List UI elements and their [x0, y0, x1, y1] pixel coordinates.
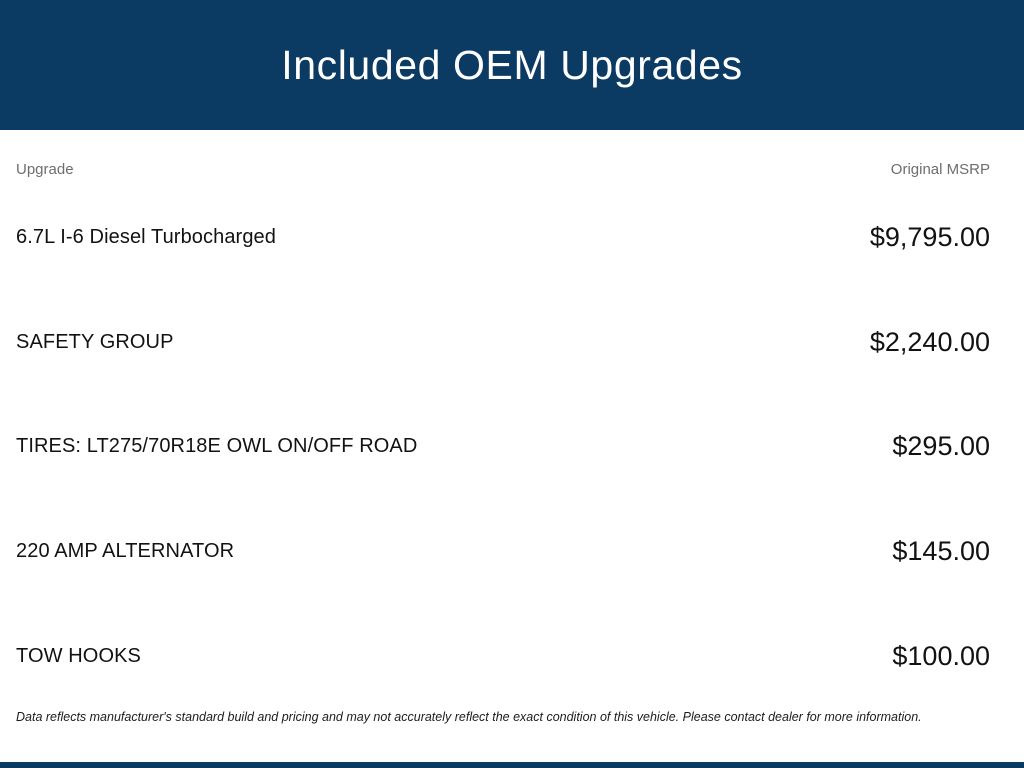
- column-header-msrp: Original MSRP: [890, 161, 990, 178]
- table-body: 6.7L I-6 Diesel Turbocharged $9,795.00 S…: [16, 185, 990, 709]
- upgrade-msrp: $2,240.00: [869, 326, 990, 357]
- disclaimer-text: Data reflects manufacturer's standard bu…: [16, 709, 922, 724]
- table-row: 6.7L I-6 Diesel Turbocharged $9,795.00: [16, 185, 990, 290]
- page-title: Included OEM Upgrades: [281, 41, 743, 88]
- upgrade-msrp: $295.00: [892, 431, 990, 462]
- panel-header: Included OEM Upgrades: [0, 0, 1024, 130]
- upgrade-name: 220 AMP ALTERNATOR: [16, 540, 235, 563]
- upgrade-name: 6.7L I-6 Diesel Turbocharged: [16, 225, 276, 248]
- table-row: TIRES: LT275/70R18E OWL ON/OFF ROAD $295…: [16, 395, 990, 500]
- table-row: TOW HOOKS $100.00: [16, 604, 990, 709]
- upgrade-msrp: $100.00: [892, 641, 990, 672]
- upgrade-msrp: $9,795.00: [869, 221, 990, 252]
- table-header-row: Upgrade Original MSRP: [16, 161, 990, 178]
- table-row: SAFETY GROUP $2,240.00: [16, 290, 990, 395]
- upgrade-name: TIRES: LT275/70R18E OWL ON/OFF ROAD: [16, 435, 418, 458]
- upgrades-table: Upgrade Original MSRP 6.7L I-6 Diesel Tu…: [0, 161, 1024, 725]
- upgrade-name: TOW HOOKS: [16, 645, 141, 668]
- upgrade-msrp: $145.00: [892, 536, 990, 567]
- upgrade-name: SAFETY GROUP: [16, 330, 174, 353]
- column-header-upgrade: Upgrade: [16, 161, 74, 178]
- bottom-accent-bar: [0, 762, 1024, 768]
- table-row: 220 AMP ALTERNATOR $145.00: [16, 499, 990, 604]
